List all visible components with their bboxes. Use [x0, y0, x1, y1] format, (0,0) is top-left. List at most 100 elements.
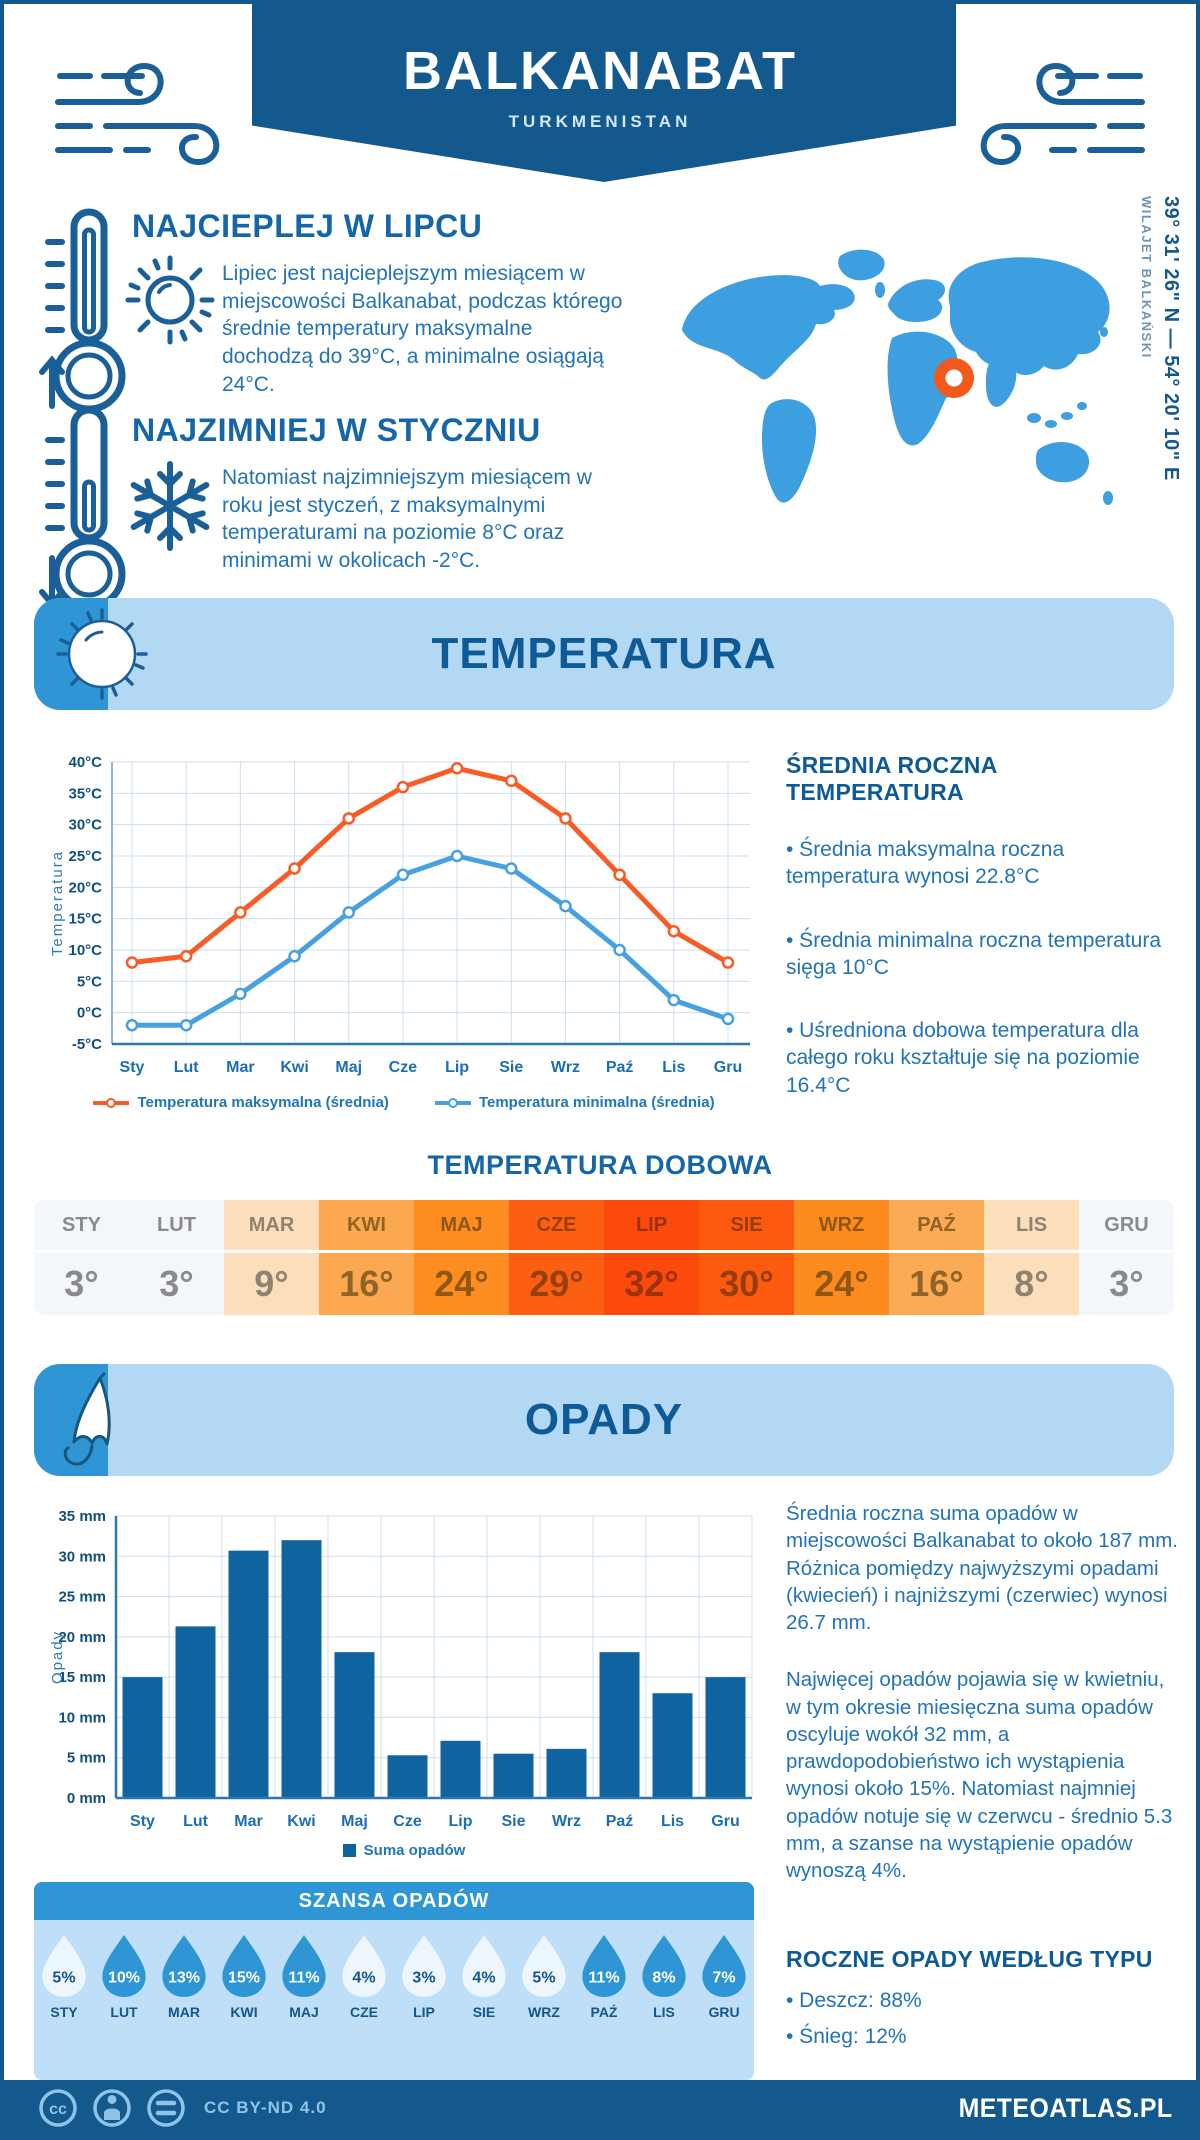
svg-text:15 mm: 15 mm	[58, 1669, 106, 1686]
daily-table-column: PAŹ 16°	[889, 1200, 984, 1315]
precipitation-banner-label: OPADY	[524, 1395, 684, 1444]
location-marker	[934, 358, 974, 398]
chance-drop-month: LIS	[653, 2004, 675, 2020]
svg-text:3%: 3%	[412, 1970, 435, 1987]
svg-text:11%: 11%	[588, 1970, 619, 1987]
chance-drop-month: STY	[50, 2004, 78, 2020]
chance-drop: 15% KWI	[214, 1920, 274, 2080]
svg-text:10%: 10%	[108, 1970, 140, 1987]
svg-text:10°C: 10°C	[68, 942, 102, 959]
svg-text:15%: 15%	[228, 1970, 260, 1987]
svg-text:Maj: Maj	[335, 1059, 362, 1076]
temperature-bullet: • Średnia minimalna roczna temperatura s…	[786, 928, 1162, 979]
daily-table-value: 29°	[509, 1253, 604, 1315]
thermometer-down-icon	[39, 406, 126, 611]
svg-text:30 mm: 30 mm	[58, 1548, 106, 1565]
daily-table-value: 3°	[34, 1253, 129, 1315]
daily-table-month: LUT	[129, 1200, 224, 1253]
precipitation-summary: Średnia roczna suma opadów w miejscowośc…	[786, 1500, 1180, 2050]
svg-text:35 mm: 35 mm	[58, 1508, 106, 1525]
daily-temperature-table: STY 3° LUT 3° MAR 9° KWI 16° MAJ 24° CZE 29° LIP 32° S…	[34, 1200, 1174, 1315]
temperature-chart-legend: Temperatura maksymalna (średnia) Temperat…	[34, 1094, 774, 1111]
precipitation-chart-legend: Suma opadów	[34, 1842, 774, 1859]
daily-table-month: KWI	[319, 1200, 414, 1253]
svg-text:Cze: Cze	[389, 1059, 418, 1076]
svg-text:5 mm: 5 mm	[67, 1750, 106, 1767]
svg-text:0 mm: 0 mm	[67, 1790, 106, 1807]
chance-drop-month: LUT	[110, 2004, 138, 2020]
temperature-summary-heading: ŚREDNIA ROCZNA TEMPERATURA	[786, 752, 997, 805]
warmest-text: Lipiec jest najcieplejszym miesiącem w m…	[222, 262, 623, 396]
daily-table-column: KWI 16°	[319, 1200, 414, 1315]
daily-table-month: CZE	[509, 1200, 604, 1253]
svg-text:Lis: Lis	[661, 1813, 684, 1830]
svg-text:Cze: Cze	[393, 1813, 422, 1830]
chance-drop: 13% MAR	[154, 1920, 214, 2080]
chance-drop-month: WRZ	[528, 2004, 560, 2020]
warmest-heading: NAJCIEPLEJ W LIPCU	[132, 208, 483, 244]
svg-text:Lut: Lut	[183, 1813, 209, 1830]
chance-drop: 7% GRU	[694, 1920, 754, 2080]
svg-text:13%: 13%	[168, 1970, 200, 1987]
sun-banner-icon	[56, 608, 148, 700]
daily-table-value: 30°	[699, 1253, 794, 1315]
daily-table-month: SIE	[699, 1200, 794, 1253]
license-text[interactable]: CC BY-ND 4.0	[204, 2098, 327, 2117]
temperature-bullet: • Uśredniona dobowa temperatura dla całe…	[786, 1019, 1140, 1097]
chance-drop-month: GRU	[708, 2004, 740, 2020]
umbrella-icon	[63, 1372, 111, 1466]
daily-table-value: 3°	[129, 1253, 224, 1315]
svg-text:0°C: 0°C	[77, 1005, 102, 1022]
daily-table-month: MAR	[224, 1200, 319, 1253]
svg-text:15°C: 15°C	[68, 911, 102, 928]
chance-drop-month: MAJ	[289, 2004, 319, 2020]
svg-text:-5°C: -5°C	[72, 1036, 102, 1053]
daily-table-column: LIP 32°	[604, 1200, 699, 1315]
svg-text:Lip: Lip	[449, 1813, 473, 1830]
coordinates-block: 39° 31' 26" N — 54° 20' 10" E WILAJET BA…	[1139, 196, 1182, 576]
svg-text:5°C: 5°C	[77, 973, 102, 990]
svg-text:8%: 8%	[652, 1970, 675, 1987]
daily-table-column: CZE 29°	[509, 1200, 604, 1315]
chance-drop-month: LIP	[413, 2004, 435, 2020]
daily-table-month: STY	[34, 1200, 129, 1253]
svg-text:Mar: Mar	[226, 1059, 254, 1076]
precipitation-type-bullet: • Śnieg: 12%	[786, 2024, 907, 2048]
daily-table-value: 16°	[889, 1253, 984, 1315]
daily-table-column: SIE 30°	[699, 1200, 794, 1315]
chance-drop: 10% LUT	[94, 1920, 154, 2080]
temperature-bullet: • Średnia maksymalna roczna temperatura …	[786, 838, 1065, 889]
svg-text:Wrz: Wrz	[552, 1813, 581, 1830]
daily-table-value: 24°	[414, 1253, 509, 1315]
creative-commons-icons[interactable]: cc	[36, 2086, 188, 2130]
temperature-banner: TEMPERATURA	[34, 598, 1174, 710]
daily-table-column: LUT 3°	[129, 1200, 224, 1315]
svg-text:Temperatura: Temperatura	[49, 850, 66, 956]
precipitation-chance-box: SZANSA OPADÓW 5% STY 10% LUT 13% MAR 15% KWI 11%…	[34, 1882, 754, 2080]
svg-text:35°C: 35°C	[68, 785, 102, 802]
daily-table-column: MAJ 24°	[414, 1200, 509, 1315]
precipitation-paragraph: Najwięcej opadów pojawia się w kwietniu,…	[786, 1668, 1173, 1882]
svg-text:4%: 4%	[352, 1970, 375, 1987]
svg-text:Lut: Lut	[174, 1059, 200, 1076]
daily-table-value: 3°	[1079, 1253, 1174, 1315]
svg-text:Lis: Lis	[662, 1059, 685, 1076]
chance-drop-month: CZE	[350, 2004, 378, 2020]
daily-table-month: LIS	[984, 1200, 1079, 1253]
svg-text:11%: 11%	[288, 1970, 319, 1987]
site-name[interactable]: METEOATLAS.PL	[958, 2093, 1172, 2123]
temperature-line-chart: -5°C 0°C 5°C 10°C 15°C 20°C 25°C 30°C 35°C 40°C St…	[34, 748, 774, 1100]
coldest-text: Natomiast najzimniejszym miesiącem w rok…	[222, 466, 592, 573]
snowflake-icon	[130, 461, 210, 551]
wind-icon-left	[55, 62, 220, 166]
world-map	[682, 249, 1113, 505]
chance-drop: 8% LIS	[634, 1920, 694, 2080]
coordinates-text: 39° 31' 26" N — 54° 20' 10" E	[1160, 196, 1182, 481]
svg-text:Paź: Paź	[606, 1813, 634, 1830]
daily-table-month: LIP	[604, 1200, 699, 1253]
daily-table-value: 9°	[224, 1253, 319, 1315]
svg-text:Opady: Opady	[49, 1630, 66, 1684]
precipitation-paragraph: Średnia roczna suma opadów w miejscowośc…	[786, 1502, 1178, 1634]
daily-table-value: 8°	[984, 1253, 1079, 1315]
